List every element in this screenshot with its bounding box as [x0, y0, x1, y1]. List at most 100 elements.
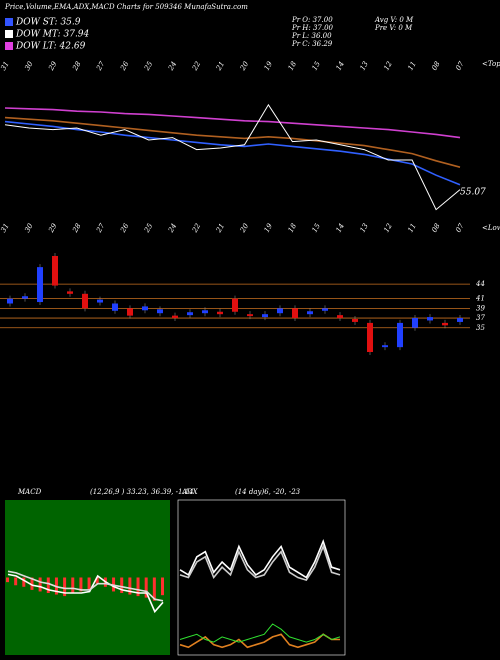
histogram-bar — [95, 577, 99, 584]
candle — [337, 315, 343, 319]
line-series — [7, 570, 164, 602]
histogram-bar — [6, 577, 9, 583]
candle — [142, 306, 148, 311]
histogram-bar — [152, 577, 156, 601]
x-tick-label: 07 — [454, 222, 466, 234]
x-tick-label: 19 — [263, 60, 275, 72]
x-tick-label: 21 — [214, 60, 226, 73]
panel-title: MACD — [17, 488, 42, 496]
line-series — [4, 107, 461, 139]
legend-entry: DOW ST: 35.9 — [15, 18, 81, 28]
annotation: <Lows — [482, 224, 500, 232]
candle — [247, 314, 253, 317]
candle — [97, 299, 103, 303]
candle — [442, 322, 448, 326]
x-tick-label: 22 — [190, 60, 202, 73]
legend-swatch — [5, 42, 13, 50]
y-tick-label: 37 — [476, 314, 485, 322]
candle — [112, 303, 118, 311]
x-tick-label: 22 — [190, 222, 202, 235]
annotation: 55.07 — [460, 188, 486, 198]
y-tick-label: 39 — [476, 304, 485, 312]
x-tick-label: 08 — [430, 60, 442, 72]
panel-title: ADX — [181, 488, 199, 496]
y-tick-label: 44 — [475, 280, 485, 288]
candle — [157, 309, 163, 314]
x-tick-label: 25 — [142, 222, 154, 235]
x-tick-label: 11 — [406, 60, 417, 72]
x-tick-label: 26 — [119, 60, 131, 73]
x-tick-label: 30 — [23, 222, 35, 234]
x-tick-label: 26 — [119, 222, 131, 235]
candle — [277, 308, 283, 314]
candle — [382, 345, 388, 348]
x-tick-label: 19 — [263, 222, 275, 234]
panel-subtitle: (12,26,9 ) 33.23, 36.39, -1.14 — [90, 488, 194, 496]
histogram-bar — [87, 577, 91, 590]
candle — [52, 255, 58, 286]
line-series — [7, 573, 164, 614]
x-tick-label: 25 — [142, 60, 154, 73]
legend-entry: DOW LT: 42.69 — [15, 42, 86, 52]
candle — [367, 322, 373, 352]
candle — [232, 298, 238, 312]
legend-swatch — [5, 18, 13, 26]
histogram-bar — [46, 577, 50, 593]
line-series — [179, 623, 341, 643]
histogram-bar — [79, 577, 83, 592]
x-tick-label: 30 — [23, 60, 35, 72]
histogram-bar — [161, 577, 164, 596]
x-tick-label: 27 — [95, 222, 107, 235]
stat: Pr L: 36.00 — [291, 32, 332, 40]
x-tick-label: 18 — [287, 222, 299, 234]
candle — [457, 318, 463, 322]
histogram-bar — [30, 577, 34, 590]
x-tick-label: 15 — [311, 222, 323, 234]
x-tick-label: 31 — [0, 222, 11, 234]
histogram-bar — [120, 577, 124, 593]
x-tick-label: 29 — [47, 222, 59, 235]
x-tick-label: 27 — [95, 60, 107, 73]
x-tick-label: 15 — [311, 60, 323, 72]
x-tick-label: 20 — [238, 222, 250, 235]
line-series — [179, 538, 341, 579]
x-tick-label: 29 — [47, 60, 59, 73]
histogram-bar — [71, 577, 75, 593]
x-tick-label: 24 — [166, 222, 178, 235]
x-tick-label: 21 — [214, 222, 226, 235]
x-tick-label: 12 — [382, 222, 394, 234]
stat: Pr C: 36.29 — [291, 40, 333, 48]
candle — [7, 298, 13, 304]
histogram-bar — [128, 577, 132, 595]
candle — [262, 314, 268, 318]
candle — [307, 311, 313, 315]
candle — [172, 315, 178, 319]
candle — [187, 312, 193, 316]
x-tick-label: 28 — [71, 222, 83, 235]
candle — [412, 318, 418, 328]
x-tick-label: 07 — [454, 60, 466, 72]
x-tick-label: 13 — [359, 222, 371, 234]
candle — [397, 322, 403, 348]
y-tick-label: 35 — [476, 324, 485, 332]
candle — [22, 296, 28, 299]
stat: Pre V: 0 M — [374, 24, 413, 32]
x-tick-label: 24 — [166, 60, 178, 73]
candle — [292, 308, 298, 319]
page-title: Price,Volume,EMA,ADX,MACD Charts for 509… — [4, 3, 248, 11]
histogram-bar — [14, 577, 18, 586]
histogram-bar — [22, 577, 26, 587]
x-tick-label: 08 — [430, 222, 442, 234]
candle — [67, 291, 73, 294]
legend-entry: DOW MT: 37.94 — [15, 30, 90, 40]
line-series — [4, 116, 461, 168]
stat: Pr H: 37.00 — [291, 24, 334, 32]
candle — [37, 267, 43, 303]
stat: Pr O: 37.00 — [291, 16, 333, 24]
candle — [352, 319, 358, 322]
candle — [202, 310, 208, 314]
x-tick-label: 18 — [287, 60, 299, 72]
x-tick-label: 20 — [238, 60, 250, 73]
